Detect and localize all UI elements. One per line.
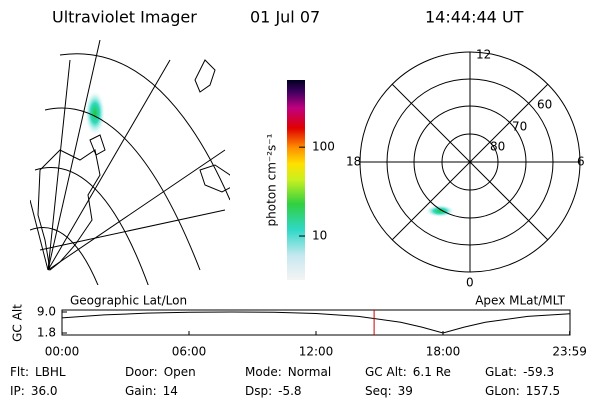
footer-field: Mode: Normal bbox=[245, 365, 331, 379]
polar-plot: 12 18 6 0 60 70 80 bbox=[346, 48, 585, 290]
field-value: Normal bbox=[288, 365, 331, 379]
y-axis-label: GC Alt bbox=[11, 304, 25, 342]
field-value: 36.0 bbox=[31, 384, 58, 398]
plot-title-right: Apex MLat/MLT bbox=[475, 294, 565, 308]
mlat-label: 70 bbox=[512, 120, 527, 134]
x-tick-label: 12:00 bbox=[299, 345, 334, 359]
footer-field: IP: 36.0 bbox=[10, 384, 58, 398]
field-label: GLat: bbox=[485, 365, 517, 379]
mlat-label: 60 bbox=[537, 98, 552, 112]
field-value: 39 bbox=[398, 384, 413, 398]
footer-field: GLat: -59.3 bbox=[485, 365, 554, 379]
x-tick-label: 18:00 bbox=[426, 345, 461, 359]
mlt-label: 18 bbox=[346, 155, 361, 169]
mlt-label: 0 bbox=[466, 276, 474, 290]
footer-field: Door: Open bbox=[125, 365, 196, 379]
field-label: Seq: bbox=[365, 384, 392, 398]
x-tick-label: 23:59 bbox=[552, 345, 587, 359]
field-value: LBHL bbox=[35, 365, 66, 379]
footer-field: Gain: 14 bbox=[125, 384, 178, 398]
footer-field: GC Alt: 6.1 Re bbox=[365, 365, 451, 379]
field-value: 6.1 Re bbox=[413, 365, 451, 379]
footer-field: Seq: 39 bbox=[365, 384, 413, 398]
footer-field: Dsp: -5.8 bbox=[245, 384, 302, 398]
field-label: Mode: bbox=[245, 365, 282, 379]
plot-title-left: Geographic Lat/Lon bbox=[70, 294, 187, 308]
y-tick-label: 9.0 bbox=[37, 305, 56, 319]
title: Ultraviolet Imager bbox=[52, 8, 197, 27]
field-value: Open bbox=[164, 365, 196, 379]
colorbar-tick-label: 100 bbox=[312, 140, 335, 154]
colorbar bbox=[287, 80, 305, 280]
field-value: -59.3 bbox=[523, 365, 554, 379]
x-tick-label: 00:00 bbox=[45, 345, 80, 359]
field-label: IP: bbox=[10, 384, 25, 398]
field-value: 14 bbox=[163, 384, 178, 398]
altitude-line bbox=[61, 311, 571, 334]
colorbar-tick-label: 10 bbox=[312, 229, 327, 243]
field-label: Flt: bbox=[10, 365, 29, 379]
time: 14:44:44 UT bbox=[425, 8, 524, 27]
field-value: 157.5 bbox=[526, 384, 560, 398]
colorbar-ticks: 10 100 bbox=[299, 140, 335, 243]
footer: Flt: LBHL Door: Open Mode: Normal GC Alt: 6.1 R… bbox=[10, 365, 560, 398]
geographic-map bbox=[30, 40, 230, 285]
y-tick-label: 1.8 bbox=[37, 326, 56, 340]
footer-field: GLon: 157.5 bbox=[485, 384, 560, 398]
x-tick-label: 06:00 bbox=[172, 345, 207, 359]
field-label: Door: bbox=[125, 365, 158, 379]
date: 01 Jul 07 bbox=[250, 8, 320, 27]
colorbar-label: photon cm⁻²s⁻¹ bbox=[265, 133, 279, 226]
footer-field: Flt: LBHL bbox=[10, 365, 66, 379]
field-label: GC Alt: bbox=[365, 365, 407, 379]
mlt-label: 12 bbox=[476, 48, 491, 62]
field-label: GLon: bbox=[485, 384, 520, 398]
mlt-label: 6 bbox=[577, 155, 585, 169]
field-label: Dsp: bbox=[245, 384, 272, 398]
mlat-label: 80 bbox=[490, 140, 505, 154]
field-label: Gain: bbox=[125, 384, 157, 398]
field-value: -5.8 bbox=[278, 384, 301, 398]
altitude-plot: 9.0 1.8 00:00 06:00 12:00 18:00 23:59 bbox=[37, 305, 587, 359]
